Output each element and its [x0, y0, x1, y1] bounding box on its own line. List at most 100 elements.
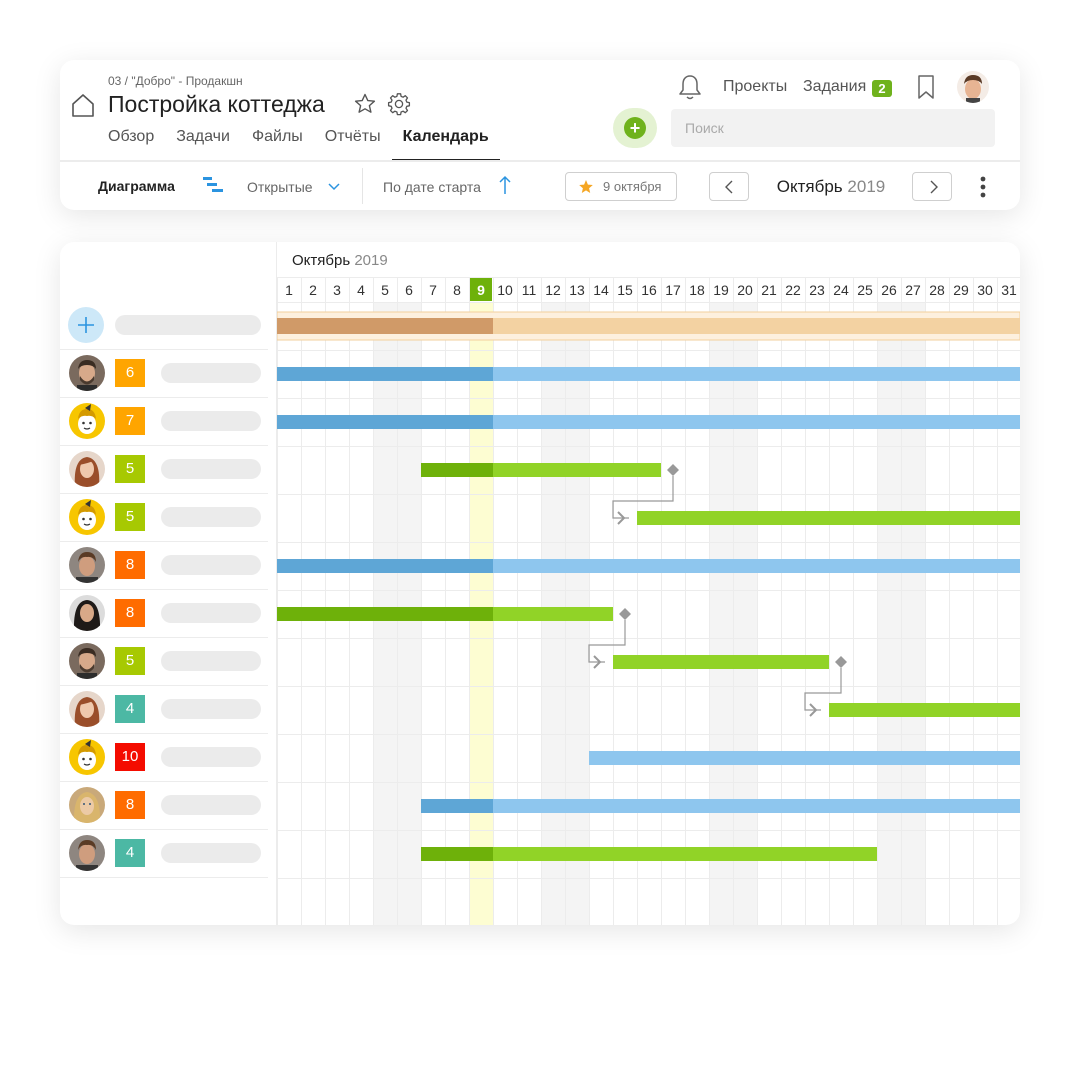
task-name-placeholder [161, 459, 261, 479]
task-count-badge: 5 [115, 503, 145, 531]
task-row[interactable]: 5 [60, 494, 268, 542]
search-input[interactable] [671, 109, 995, 147]
tab-tasks[interactable]: Задачи [176, 128, 230, 145]
day-label: 30 [977, 282, 993, 298]
nav-projects[interactable]: Проекты [723, 78, 788, 95]
man-brown-hair-icon[interactable] [69, 547, 105, 583]
user-avatar[interactable] [957, 71, 989, 103]
prev-month-button[interactable] [709, 172, 749, 201]
timeline-month: Октябрь 2019 [292, 252, 388, 269]
dependency-arrow [809, 703, 818, 717]
yellow-character-icon[interactable] [69, 499, 105, 535]
tab-overview[interactable]: Обзор [108, 128, 155, 145]
weekend-column [877, 302, 901, 925]
page-title: Постройка коттеджа [108, 91, 325, 117]
create-button[interactable]: + [613, 108, 657, 148]
man-beard-icon[interactable] [69, 643, 105, 679]
dependency-line [612, 476, 674, 519]
day-label: 31 [1001, 282, 1017, 298]
task-count-badge: 8 [115, 599, 145, 627]
chevron-down-icon[interactable] [327, 180, 341, 194]
gear-icon[interactable] [387, 92, 411, 116]
day-label: 11 [522, 282, 537, 298]
plus-icon [78, 317, 94, 333]
task-row[interactable]: 8 [60, 782, 268, 830]
today-marker [470, 278, 492, 301]
day-label: 9 [477, 282, 485, 298]
day-label: 2 [309, 282, 317, 298]
today-button[interactable]: 9 октября [565, 172, 677, 201]
task-row[interactable]: 5 [60, 446, 268, 494]
task-bar [589, 751, 1020, 765]
more-vertical-icon[interactable] [977, 174, 989, 200]
task-row[interactable]: 4 [60, 686, 268, 734]
day-label: 29 [953, 282, 969, 298]
weekend-column [733, 302, 757, 925]
task-row[interactable]: 8 [60, 590, 268, 638]
milestone-diamond [619, 608, 631, 620]
task-bar [421, 847, 877, 861]
task-row[interactable]: 8 [60, 542, 268, 590]
nav-tasks[interactable]: Задания [803, 78, 867, 95]
task-name-placeholder [161, 411, 261, 431]
task-row[interactable]: 5 [60, 638, 268, 686]
task-name-placeholder [161, 507, 261, 527]
next-month-button[interactable] [912, 172, 952, 201]
task-name-placeholder [161, 795, 261, 815]
status-filter[interactable]: Открытые [247, 179, 313, 195]
yellow-character-icon[interactable] [69, 739, 105, 775]
sort-ascending-icon[interactable] [497, 174, 513, 196]
home-icon[interactable] [70, 92, 96, 118]
sort-select[interactable]: По дате старта [383, 179, 481, 195]
milestone-diamond [667, 464, 679, 476]
task-bar-past [421, 463, 493, 477]
bookmark-icon[interactable] [916, 74, 936, 100]
woman-blonde-icon[interactable] [69, 787, 105, 823]
task-bar-past [421, 847, 493, 861]
today-button-label: 9 октября [603, 179, 662, 194]
woman-red-hair-icon[interactable] [69, 451, 105, 487]
task-count-badge: 6 [115, 359, 145, 387]
task-bar [637, 511, 1020, 525]
view-mode-label[interactable]: Диаграмма [98, 178, 175, 194]
timeline-year: 2019 [354, 252, 388, 269]
star-icon[interactable] [353, 92, 377, 116]
dependency-arrow [617, 511, 626, 525]
man-beard-icon[interactable] [69, 355, 105, 391]
breadcrumb[interactable]: 03 / "Добро" - Продакшн [108, 74, 243, 88]
task-count-badge: 4 [115, 695, 145, 723]
summary-row[interactable] [60, 302, 268, 350]
task-count-badge: 10 [115, 743, 145, 771]
task-bar [421, 799, 1020, 813]
task-name-placeholder [161, 363, 261, 383]
milestone-diamond [835, 656, 847, 668]
day-label: 12 [545, 282, 561, 298]
weekend-column [709, 302, 733, 925]
task-row[interactable]: 10 [60, 734, 268, 782]
task-bar [829, 703, 1020, 717]
day-label: 24 [833, 282, 849, 298]
project-tabs: Обзор Задачи Файлы Отчёты Календарь [97, 126, 500, 162]
man-brown-hair-icon[interactable] [69, 835, 105, 871]
woman-dark-hair-icon[interactable] [69, 595, 105, 631]
task-count-badge: 5 [115, 647, 145, 675]
tab-reports[interactable]: Отчёты [324, 128, 381, 145]
task-row[interactable]: 7 [60, 398, 268, 446]
tab-files[interactable]: Файлы [251, 128, 303, 145]
woman-red-hair-icon[interactable] [69, 691, 105, 727]
task-count-badge: 8 [115, 791, 145, 819]
day-label: 25 [857, 282, 873, 298]
task-row[interactable]: 6 [60, 350, 268, 398]
add-task-button[interactable] [68, 307, 104, 343]
bell-icon[interactable] [677, 73, 703, 101]
day-label: 19 [713, 282, 729, 298]
yellow-character-icon[interactable] [69, 403, 105, 439]
tab-calendar[interactable]: Календарь [391, 126, 500, 162]
month-title: Октябрь 2019 [752, 177, 910, 197]
day-label: 7 [429, 282, 437, 298]
task-row[interactable]: 4 [60, 830, 268, 878]
gantt-chart: 1 2 3 4 5 6 7 8 9 10 11 12 13 14 15 16 17 18 19 20 21 22 23 24 2… [277, 277, 1020, 925]
gantt-chart-icon[interactable] [202, 174, 224, 196]
task-name-placeholder [161, 843, 261, 863]
task-name-placeholder [161, 555, 261, 575]
